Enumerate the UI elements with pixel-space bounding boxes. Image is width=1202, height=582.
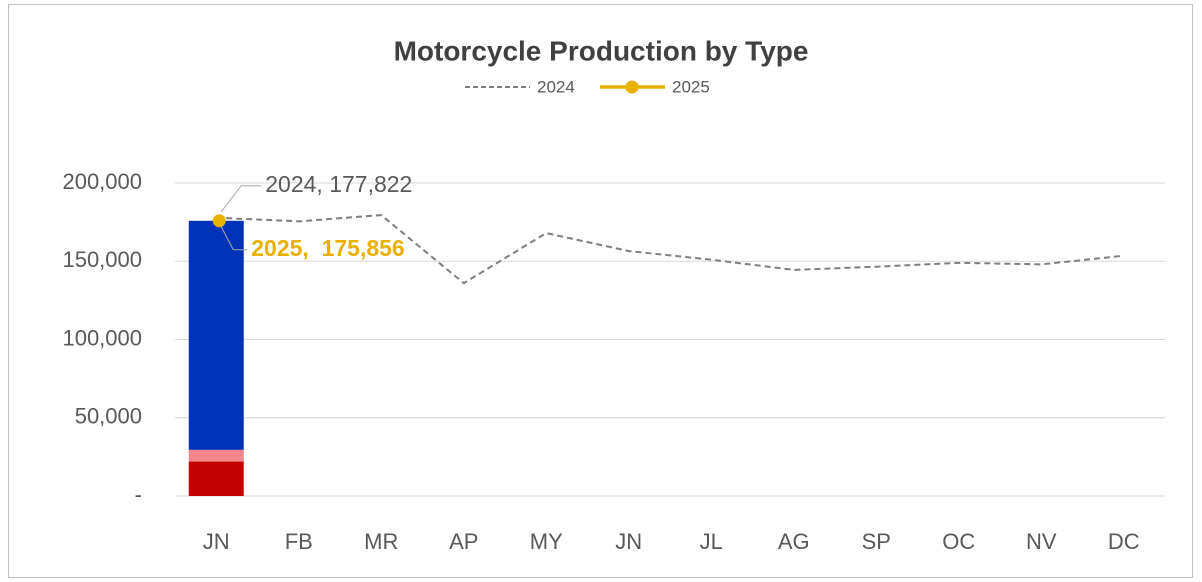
- x-tick-label: SP: [862, 529, 891, 554]
- y-tick-label: 50,000: [75, 404, 142, 429]
- line-marker: [212, 214, 226, 228]
- legend-marker: [625, 80, 639, 94]
- bar-segment: [188, 449, 244, 462]
- x-tick-label: JN: [203, 529, 230, 554]
- y-tick-label: -: [135, 482, 142, 507]
- x-tick-label: AG: [778, 529, 810, 554]
- bar-segment: [188, 220, 244, 450]
- chart-frame: [8, 4, 1193, 578]
- label-leader: [220, 226, 248, 251]
- legend-label: 2025: [672, 77, 710, 96]
- x-tick-label: JN: [615, 529, 642, 554]
- chart-title: Motorcycle Production by Type: [394, 35, 809, 66]
- y-tick-label: 200,000: [62, 169, 142, 194]
- x-tick-label: MY: [530, 529, 563, 554]
- label-leader: [220, 185, 262, 213]
- y-tick-label: 150,000: [62, 247, 142, 272]
- x-tick-label: FB: [285, 529, 313, 554]
- y-tick-label: 100,000: [62, 325, 142, 350]
- data-label: 2024, 177,822: [265, 171, 412, 197]
- x-tick-label: JL: [700, 529, 723, 554]
- x-tick-label: DC: [1108, 529, 1140, 554]
- bar-segment: [188, 461, 244, 496]
- data-label: 2025, 175,856: [251, 235, 404, 261]
- x-tick-label: MR: [364, 529, 398, 554]
- x-tick-label: OC: [942, 529, 975, 554]
- x-tick-label: NV: [1026, 529, 1057, 554]
- line-series: [216, 214, 1124, 285]
- legend-label: 2024: [537, 77, 575, 96]
- x-tick-label: AP: [449, 529, 478, 554]
